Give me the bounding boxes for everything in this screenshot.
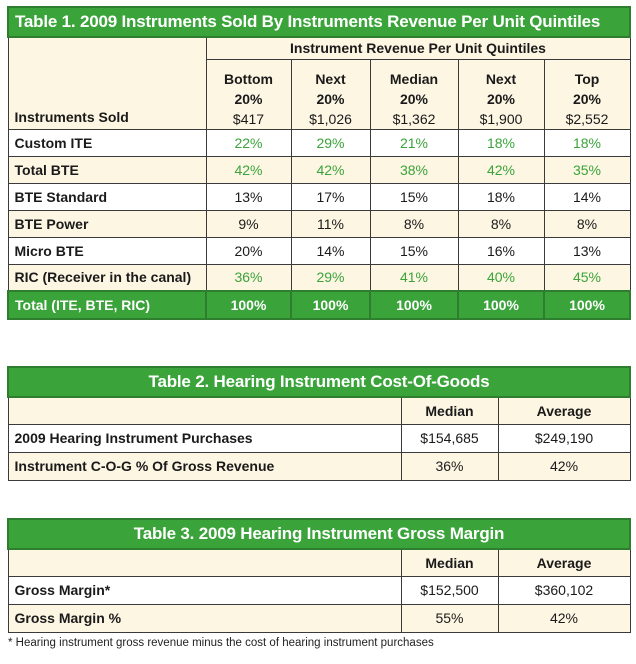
column-header: Bottom 20% $417 bbox=[205, 58, 292, 130]
column-header: Top 20% $2,552 bbox=[543, 58, 631, 130]
table-row: BTE Power 9% 11% 8% 8% 8% bbox=[7, 209, 631, 238]
table-instruments-sold: Table 1. 2009 Instruments Sold By Instru… bbox=[6, 6, 632, 320]
table-row: 2009 Hearing Instrument Purchases $154,6… bbox=[7, 423, 631, 453]
table3-title: Table 3. 2009 Hearing Instrument Gross M… bbox=[7, 518, 631, 550]
column-header: Median bbox=[400, 548, 499, 577]
table2-title: Table 2. Hearing Instrument Cost-Of-Good… bbox=[6, 366, 632, 398]
table-row: Gross Margin % 55% 42% bbox=[7, 603, 631, 633]
column-header: Average bbox=[497, 396, 631, 425]
total-row: Total (ITE, BTE, RIC) 100% 100% 100% 100… bbox=[7, 290, 632, 320]
table-row: Total BTE 42% 42% 38% 42% 35% bbox=[7, 155, 631, 184]
column-header: Median bbox=[400, 396, 499, 425]
table-row: Gross Margin* $152,500 $360,102 bbox=[7, 575, 631, 605]
column-header: Next 20% $1,900 bbox=[457, 58, 545, 130]
group-header: Instrument Revenue Per Unit Quintiles bbox=[205, 36, 631, 60]
table-gross-margin: Table 3. 2009 Hearing Instrument Gross M… bbox=[7, 518, 631, 633]
table-row: RIC (Receiver in the canal) 36% 29% 41% … bbox=[7, 263, 631, 292]
table-row: BTE Standard 13% 17% 15% 18% 14% bbox=[7, 182, 631, 211]
row-header: Instruments Sold bbox=[7, 36, 207, 130]
table-row: Micro BTE 20% 14% 15% 16% 13% bbox=[7, 236, 631, 265]
table-row: Custom ITE 22% 29% 21% 18% 18% bbox=[7, 128, 631, 157]
footnote: * Hearing instrument gross revenue minus… bbox=[8, 637, 434, 649]
table-row: Instrument C-O-G % Of Gross Revenue 36% … bbox=[7, 451, 631, 481]
column-header: Median 20% $1,362 bbox=[369, 58, 459, 130]
column-header: Next 20% $1,026 bbox=[290, 58, 371, 130]
table-cost-of-goods: Table 2. Hearing Instrument Cost-Of-Good… bbox=[6, 366, 632, 481]
table1-title: Table 1. 2009 Instruments Sold By Instru… bbox=[6, 6, 632, 38]
column-header: Average bbox=[497, 548, 631, 577]
